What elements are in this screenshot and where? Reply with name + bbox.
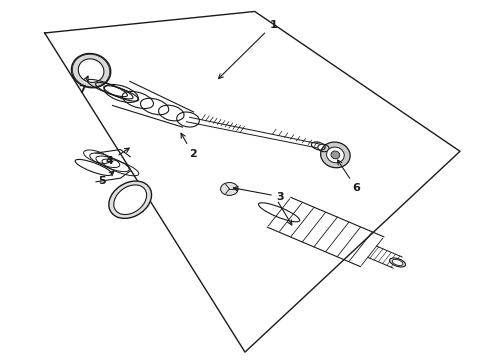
Ellipse shape: [390, 258, 406, 267]
Ellipse shape: [392, 260, 403, 266]
Ellipse shape: [331, 151, 340, 159]
Ellipse shape: [109, 181, 151, 219]
Ellipse shape: [326, 147, 344, 163]
Text: 2: 2: [181, 133, 196, 159]
Text: 5: 5: [98, 171, 114, 186]
Text: 3: 3: [233, 186, 284, 202]
Text: 6: 6: [338, 160, 360, 193]
Ellipse shape: [114, 185, 147, 215]
Text: 7: 7: [78, 76, 88, 95]
Ellipse shape: [72, 54, 111, 88]
Ellipse shape: [78, 59, 104, 82]
Text: 1: 1: [219, 19, 277, 78]
Ellipse shape: [320, 142, 350, 168]
Ellipse shape: [220, 183, 238, 195]
Text: 4: 4: [106, 148, 129, 166]
